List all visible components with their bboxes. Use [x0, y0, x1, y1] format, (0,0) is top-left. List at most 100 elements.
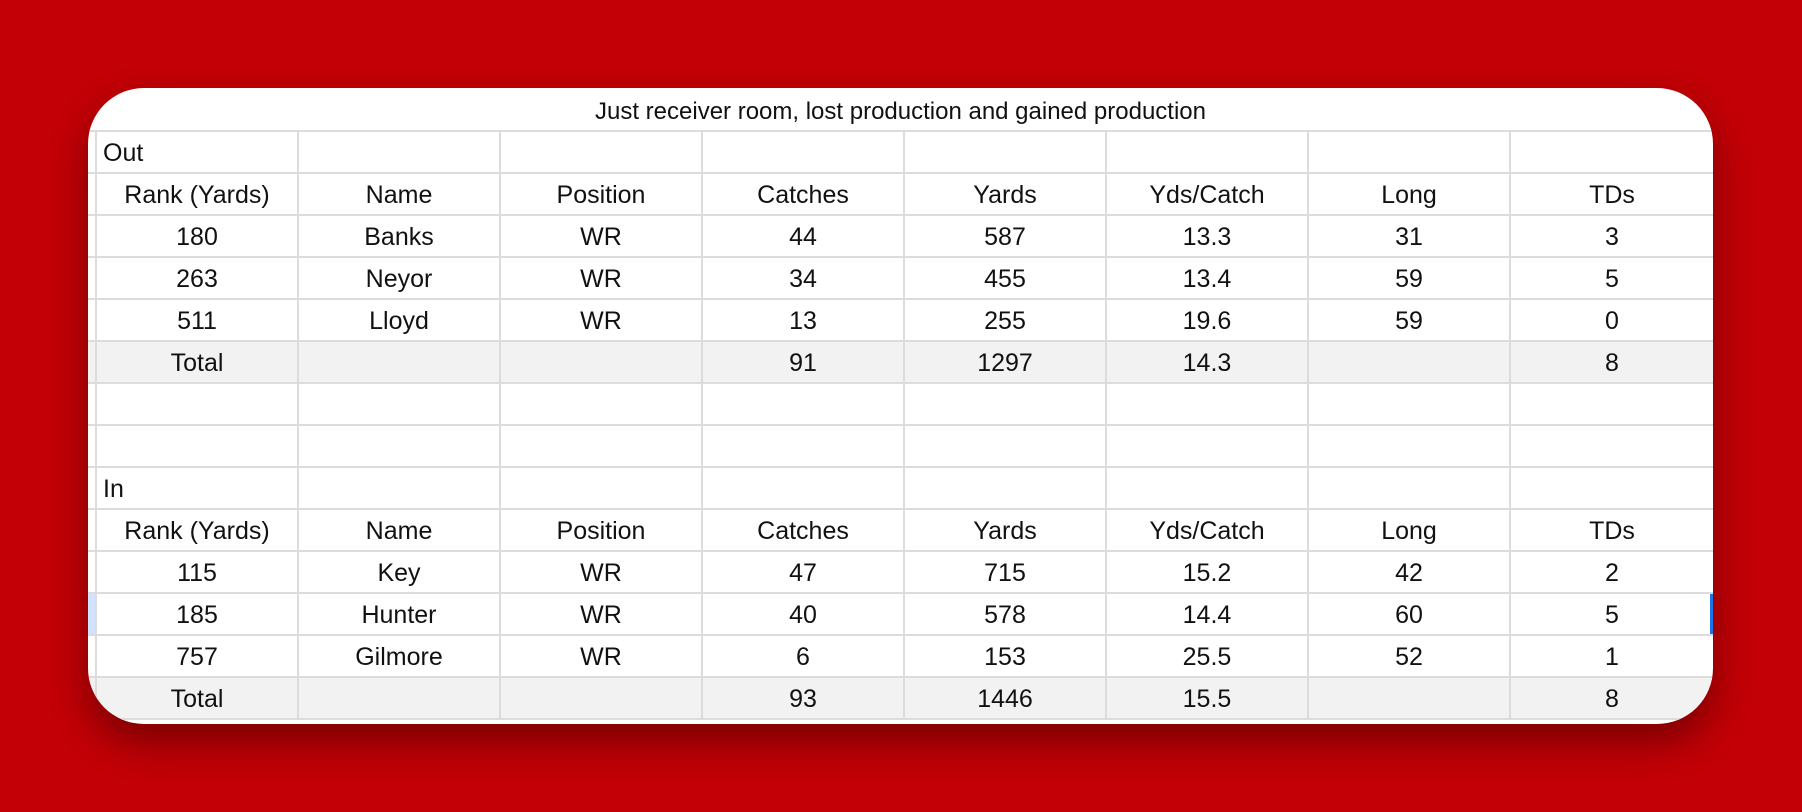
cell[interactable]: 153	[905, 636, 1107, 676]
cell[interactable]: TDs	[1589, 181, 1635, 209]
cell[interactable]: WR	[501, 216, 703, 256]
cell[interactable]: 8	[1605, 349, 1619, 377]
cell[interactable]: 31	[1309, 216, 1511, 256]
row-header[interactable]	[88, 384, 97, 424]
cell[interactable]	[1309, 426, 1511, 466]
row-header[interactable]	[88, 300, 97, 340]
cell[interactable]: 5	[1511, 594, 1713, 634]
cell[interactable]: Catches	[703, 174, 905, 214]
cell[interactable]: Yards	[905, 510, 1107, 550]
cell[interactable]: WR	[501, 594, 703, 634]
cell[interactable]: 8	[1605, 685, 1619, 713]
cell[interactable]: 40	[703, 594, 905, 634]
cell[interactable]: 2	[1605, 559, 1619, 587]
cell[interactable]: 1297	[905, 342, 1107, 382]
row-header[interactable]	[88, 342, 97, 382]
cell[interactable]: Out	[97, 132, 299, 172]
cell[interactable]	[1309, 384, 1511, 424]
cell[interactable]	[97, 426, 299, 466]
cell[interactable]	[703, 132, 905, 172]
cell[interactable]	[1309, 132, 1511, 172]
cell[interactable]: WR	[501, 552, 703, 592]
cell[interactable]	[905, 468, 1107, 508]
cell[interactable]: Long	[1309, 174, 1511, 214]
cell[interactable]	[299, 468, 501, 508]
cell[interactable]: Catches	[703, 510, 905, 550]
cell[interactable]: 14.3	[1107, 342, 1309, 382]
cell[interactable]: 13	[703, 300, 905, 340]
cell[interactable]	[703, 384, 905, 424]
cell[interactable]: WR	[501, 258, 703, 298]
cell[interactable]: 15.2	[1107, 552, 1309, 592]
cell[interactable]: 59	[1309, 300, 1511, 340]
cell[interactable]: WR	[501, 300, 703, 340]
cell[interactable]: 34	[703, 258, 905, 298]
cell[interactable]	[501, 468, 703, 508]
cell[interactable]: 15.5	[1107, 678, 1309, 718]
row-header[interactable]	[88, 174, 97, 214]
cell[interactable]	[1511, 426, 1713, 466]
cell[interactable]: 44	[703, 216, 905, 256]
row-header[interactable]	[88, 132, 97, 172]
cell[interactable]: Name	[299, 510, 501, 550]
cell[interactable]: 715	[905, 552, 1107, 592]
cell[interactable]: 6	[703, 636, 905, 676]
cell[interactable]: 255	[905, 300, 1107, 340]
row-header[interactable]	[88, 636, 97, 676]
cell[interactable]: 59	[1309, 258, 1511, 298]
cell[interactable]	[299, 132, 501, 172]
cell[interactable]	[501, 426, 703, 466]
cell[interactable]: Lloyd	[299, 300, 501, 340]
cell[interactable]: Yds/Catch	[1107, 174, 1309, 214]
cell[interactable]	[299, 678, 501, 718]
cell[interactable]: 1446	[905, 678, 1107, 718]
row-header[interactable]	[88, 594, 97, 634]
cell[interactable]	[1511, 132, 1713, 172]
cell[interactable]	[501, 132, 703, 172]
cell[interactable]	[1511, 384, 1713, 424]
row-header[interactable]	[88, 552, 97, 592]
cell[interactable]: Long	[1309, 510, 1511, 550]
cell[interactable]: 52	[1309, 636, 1511, 676]
row-header[interactable]	[88, 510, 97, 550]
cell[interactable]	[703, 468, 905, 508]
cell[interactable]: 511	[97, 300, 299, 340]
cell[interactable]: Rank (Yards)	[97, 510, 299, 550]
cell[interactable]: Hunter	[299, 594, 501, 634]
cell[interactable]	[1107, 384, 1309, 424]
cell[interactable]: 455	[905, 258, 1107, 298]
cell[interactable]: Key	[299, 552, 501, 592]
cell[interactable]: 25.5	[1107, 636, 1309, 676]
cell[interactable]	[1309, 468, 1511, 508]
cell[interactable]	[703, 426, 905, 466]
cell[interactable]: 5	[1605, 265, 1619, 293]
cell[interactable]	[501, 384, 703, 424]
cell[interactable]: 13.4	[1107, 258, 1309, 298]
cell[interactable]: 91	[703, 342, 905, 382]
cell[interactable]: Gilmore	[299, 636, 501, 676]
cell[interactable]	[905, 426, 1107, 466]
cell[interactable]	[299, 342, 501, 382]
cell[interactable]	[905, 384, 1107, 424]
cell[interactable]: 13.3	[1107, 216, 1309, 256]
cell[interactable]: Banks	[299, 216, 501, 256]
cell[interactable]: 19.6	[1107, 300, 1309, 340]
row-header[interactable]	[88, 468, 97, 508]
cell[interactable]	[501, 678, 703, 718]
cell[interactable]: 60	[1309, 594, 1511, 634]
cell[interactable]	[299, 426, 501, 466]
cell[interactable]	[501, 342, 703, 382]
row-header[interactable]	[88, 426, 97, 466]
cell[interactable]: 180	[97, 216, 299, 256]
row-header[interactable]	[88, 678, 97, 718]
cell[interactable]: 115	[97, 552, 299, 592]
cell[interactable]: 42	[1309, 552, 1511, 592]
cell[interactable]: Name	[299, 174, 501, 214]
cell[interactable]	[97, 384, 299, 424]
cell[interactable]	[1107, 426, 1309, 466]
cell[interactable]: Neyor	[299, 258, 501, 298]
cell[interactable]: Rank (Yards)	[97, 174, 299, 214]
cell[interactable]: TDs	[1589, 517, 1635, 545]
cell[interactable]: 587	[905, 216, 1107, 256]
cell[interactable]	[905, 132, 1107, 172]
